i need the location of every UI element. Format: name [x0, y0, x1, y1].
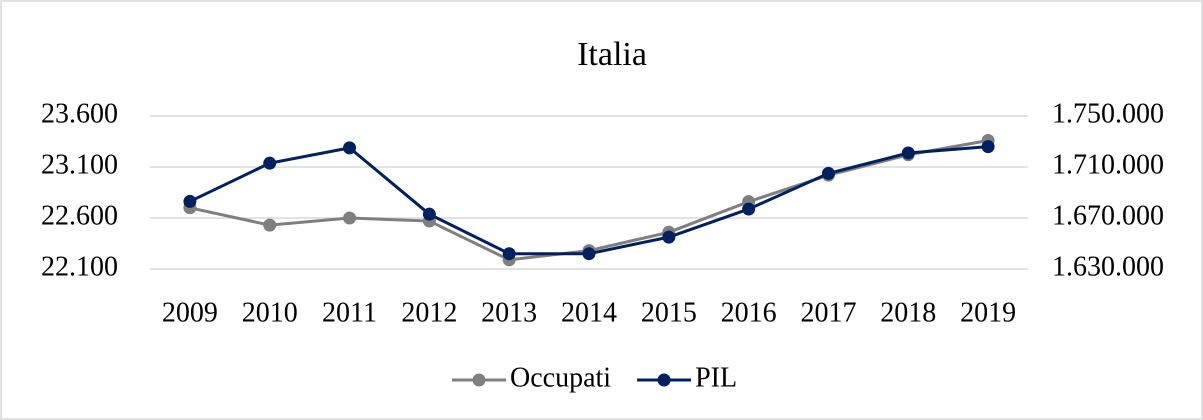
x-tick-label: 2011 — [322, 297, 377, 328]
x-tick-label: 2014 — [561, 297, 617, 328]
legend-label: PIL — [695, 362, 737, 393]
series-marker — [582, 247, 596, 261]
y2-tick-label: 1.630.000 — [1052, 251, 1164, 282]
legend-label: Occupati — [510, 362, 611, 393]
x-tick-label: 2018 — [880, 297, 936, 328]
series-marker — [343, 211, 357, 225]
series-marker — [263, 218, 277, 232]
series-marker — [901, 146, 915, 160]
x-tick-label: 2015 — [641, 297, 697, 328]
y-tick-label: 23.100 — [41, 149, 118, 180]
series-marker — [981, 140, 995, 154]
x-tick-label: 2012 — [401, 297, 457, 328]
y2-tick-label: 1.710.000 — [1052, 149, 1164, 180]
series-marker — [422, 207, 436, 221]
series-marker — [343, 141, 357, 155]
x-tick-label: 2010 — [242, 297, 298, 328]
series-marker — [662, 230, 676, 244]
series-marker — [263, 156, 277, 170]
chart-title: Italia — [577, 36, 647, 73]
y-tick-label: 22.600 — [41, 200, 118, 231]
y2-tick-label: 1.750.000 — [1052, 98, 1164, 129]
series-marker — [183, 194, 197, 208]
x-tick-label: 2017 — [800, 297, 856, 328]
x-tick-label: 2009 — [162, 297, 218, 328]
legend-marker — [657, 373, 671, 387]
series-marker — [821, 166, 835, 180]
x-tick-label: 2019 — [960, 297, 1016, 328]
y2-tick-label: 1.670.000 — [1052, 200, 1164, 231]
y-tick-label: 22.100 — [41, 251, 118, 282]
series-marker — [502, 247, 516, 261]
y-tick-label: 23.600 — [41, 98, 118, 129]
legend-marker — [472, 373, 486, 387]
x-tick-label: 2013 — [481, 297, 537, 328]
x-tick-label: 2016 — [721, 297, 777, 328]
series-marker — [742, 202, 756, 216]
